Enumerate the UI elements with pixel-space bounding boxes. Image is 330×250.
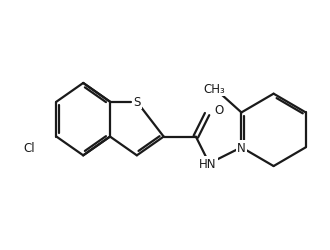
Text: S: S: [133, 96, 141, 109]
Text: O: O: [214, 104, 223, 117]
Text: N: N: [237, 141, 246, 154]
Text: CH₃: CH₃: [204, 82, 225, 96]
Text: Cl: Cl: [24, 141, 35, 154]
Text: HN: HN: [199, 157, 217, 170]
